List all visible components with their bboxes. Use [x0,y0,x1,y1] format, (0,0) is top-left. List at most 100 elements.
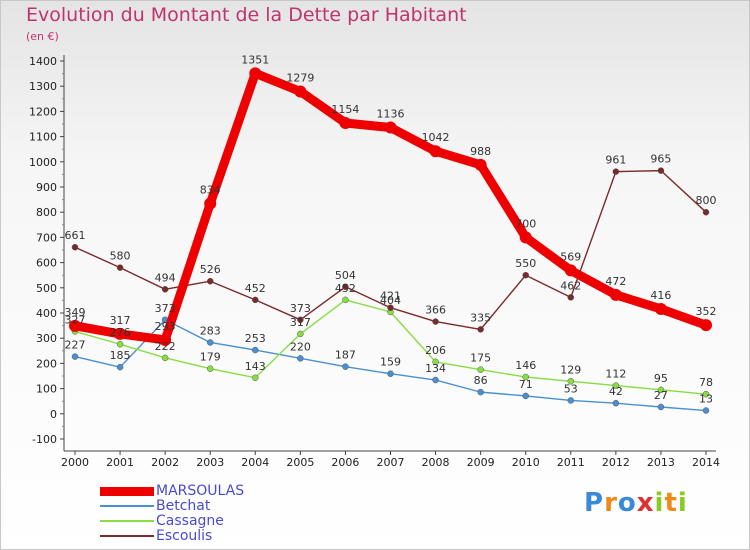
data-point-escoulis [657,167,665,174]
line-chart: -100 0 100 200 300 400 500 600 700 800 900 1000 1100… [29,53,720,469]
data-label-cassagne: 222 [155,340,176,353]
data-label-betchat: 227 [65,339,86,352]
data-label-escoulis: 580 [110,250,131,263]
data-label-cassagne: 404 [380,294,401,307]
data-label-cassagne: 112 [605,368,626,381]
data-label-escoulis: 335 [470,311,491,324]
data-point-cassagne [206,365,214,372]
data-label-escoulis: 452 [245,282,266,295]
data-point-cassagne [612,382,620,389]
proxiti-logo: Proxiti [584,488,688,518]
x-tick-label: 2006 [331,456,359,469]
data-point-betchat [116,363,124,371]
data-label-marsoulas: 352 [696,305,717,318]
logo-letter: P [584,488,605,518]
logo-letter: x [636,488,655,518]
data-label-betchat: 283 [200,324,221,337]
x-tick-label: 2004 [241,456,269,469]
data-label-betchat: 71 [519,378,533,391]
data-point-cassagne [657,386,665,394]
data-label-marsoulas: 700 [515,217,536,230]
data-label-escoulis: 366 [425,304,446,317]
data-label-marsoulas: 1279 [286,71,314,84]
data-label-cassagne: 206 [425,344,446,357]
x-tick-label: 2014 [692,456,720,469]
y-tick-label: 0 [50,408,57,421]
data-label-marsoulas: 416 [650,289,671,302]
data-point-escoulis [567,294,575,301]
data-label-escoulis: 373 [290,302,311,315]
data-point-escoulis [342,283,349,291]
data-point-betchat [657,403,665,411]
data-label-escoulis: 800 [696,194,717,207]
data-point-marsoulas [114,327,127,340]
y-tick-label: 1400 [29,55,57,68]
data-label-betchat: 42 [609,385,623,398]
data-point-cassagne [702,390,710,398]
data-point-betchat [612,399,620,407]
data-label-marsoulas: 1154 [331,103,359,116]
data-label-marsoulas: 834 [200,184,221,197]
x-tick-label: 2013 [647,456,675,469]
data-label-marsoulas: 472 [605,275,626,288]
series-layer [69,67,712,414]
data-label-cassagne: 327 [65,313,86,326]
data-label-escoulis: 965 [650,153,671,166]
data-point-betchat [702,407,710,414]
data-point-cassagne [116,340,124,348]
y-tick-label: 200 [36,357,57,370]
x-tick-label: 2011 [557,456,585,469]
data-point-marsoulas [159,333,172,346]
data-label-betchat: 27 [654,389,668,402]
data-label-betchat: 253 [245,332,266,345]
data-label-marsoulas: 317 [110,314,131,327]
logo-letter: i [677,488,688,518]
data-point-cassagne [297,330,304,338]
legend-swatch [100,535,154,537]
data-label-escoulis: 961 [605,154,626,167]
data-label-cassagne: 78 [699,376,713,389]
data-label-marsoulas: 1351 [241,53,269,66]
data-point-marsoulas [519,231,532,244]
legend-label: Cassagne [156,513,224,529]
logo-letter: i [654,488,665,518]
data-label-cassagne: 276 [110,326,131,339]
data-point-escoulis [702,208,710,216]
x-tick-label: 2009 [467,456,495,469]
data-label-betchat: 53 [564,382,578,395]
data-label-cassagne: 452 [335,282,356,295]
y-tick-label: 800 [36,206,57,219]
data-point-escoulis [432,318,439,325]
data-label-marsoulas: 569 [560,250,581,263]
data-point-betchat [432,376,439,384]
data-label-betchat: 86 [474,374,488,387]
data-point-betchat [567,397,575,404]
data-point-marsoulas [609,288,622,301]
y-tick-label: 500 [36,282,57,295]
legend-label: MARSOULAS [156,483,245,499]
legend-label: Escoulis [156,528,213,544]
data-label-betchat: 185 [110,349,131,362]
data-label-cassagne: 317 [290,316,311,329]
data-label-betchat: 159 [380,356,401,369]
legend-swatch [100,486,154,496]
data-label-marsoulas: 1136 [377,108,405,121]
logo-letter: o [617,488,637,518]
data-label-marsoulas: 293 [155,320,176,333]
data-label-escoulis: 526 [200,263,221,276]
data-point-betchat [252,346,259,354]
data-label-escoulis: 504 [335,269,356,282]
y-tick-label: 100 [36,383,57,396]
data-point-betchat [71,353,79,360]
legend-swatch [100,520,154,522]
data-point-escoulis [252,296,259,304]
data-point-cassagne [252,374,259,382]
y-tick-label: 1000 [29,156,57,169]
x-tick-label: 2005 [286,456,314,469]
x-tick-label: 2008 [422,456,450,469]
data-point-marsoulas [654,302,667,315]
y-tick-label: 600 [36,257,57,270]
data-point-escoulis [612,168,620,175]
data-point-marsoulas [474,158,487,171]
